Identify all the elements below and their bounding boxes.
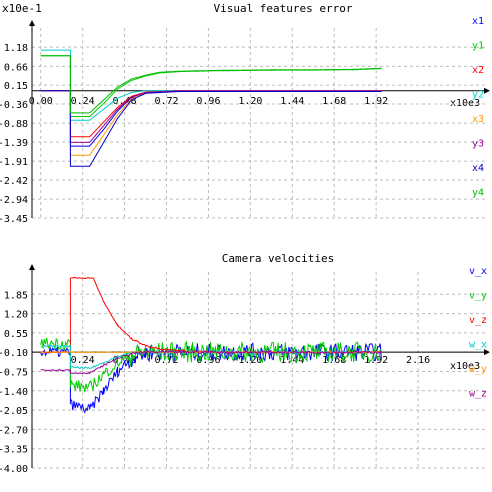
chart-title: Visual features error: [213, 2, 352, 15]
chart-scale-label: x10e-1: [2, 2, 42, 15]
legend-entry-x4: x4: [472, 163, 484, 174]
y-tick-label: -0.88: [0, 119, 28, 130]
series-line-x4: [40, 90, 382, 167]
legend-entry-w_y: w_y: [469, 364, 487, 375]
series-line-y4: [40, 55, 382, 114]
x-tick-label: 1.68: [322, 355, 346, 366]
y-tick-label: -0.10: [0, 348, 28, 359]
legend-entry-v_z: v_z: [469, 315, 487, 326]
y-tick-label: -2.42: [0, 176, 28, 187]
chart-camera-velocities: Camera velocities x10e3 1.85 1.20 0.55 -0.1…: [0, 252, 490, 475]
legend-entry-x2: x2: [472, 65, 484, 76]
y-axis-arrow: [29, 264, 35, 270]
series-line-w_z: [40, 349, 382, 375]
y-tick-label: -2.05: [0, 406, 28, 417]
y-tick-label: 1.18: [4, 43, 28, 54]
legend-entry-x3: x3: [472, 114, 484, 125]
x-tick-label: 0.72: [154, 355, 178, 366]
y-tick-label: -4.00: [0, 464, 28, 475]
x-tick-label: 0.24: [71, 355, 95, 366]
x-tick-label: 2.16: [406, 355, 430, 366]
series-line-y2: [40, 49, 382, 121]
y-tick-label: -0.75: [0, 367, 28, 378]
y-tick-label: -1.39: [0, 138, 28, 149]
x-tick-label: 1.44: [280, 355, 304, 366]
y-axis-arrow: [29, 20, 35, 26]
legend-entry-y1: y1: [472, 41, 484, 52]
y-tick-label: 0.15: [4, 81, 28, 92]
legend-entry-w_x: w_x: [469, 340, 487, 351]
legend-entry-w_z: w_z: [469, 389, 487, 400]
y-tick-label: -3.35: [0, 445, 28, 456]
legend-entry-v_y: v_y: [469, 291, 487, 302]
x-axis-arrow: [484, 87, 490, 94]
x-tick-label: 1.20: [238, 96, 262, 107]
x-tick-label: 0.00: [29, 96, 53, 107]
series-line-v_z: [40, 276, 382, 354]
x-tick-label: 0.72: [154, 96, 178, 107]
x-tick-label: 1.44: [280, 96, 304, 107]
series-line-y3: [40, 90, 382, 143]
y-tick-label: -1.40: [0, 387, 28, 398]
x-tick-label: 1.92: [364, 355, 388, 366]
y-tick-label: 1.20: [4, 310, 28, 321]
legend-entry-y4: y4: [472, 188, 484, 199]
x-axis-arrow: [484, 349, 490, 356]
chart-visual-features-error: x10e-1 Visual features error x10e3 1.180…: [0, 2, 490, 225]
y-tick-label: -1.91: [0, 157, 28, 168]
y-tick-label: -2.70: [0, 425, 28, 436]
chart-title: Camera velocities: [222, 252, 335, 265]
y-tick-label: 0.55: [4, 329, 28, 340]
x-tick-label: 0.24: [71, 96, 95, 107]
y-tick-label: -0.36: [0, 100, 28, 111]
y-tick-label: 0.66: [4, 62, 28, 73]
x-tick-label: 0.96: [196, 96, 220, 107]
y-tick-label: -3.45: [0, 214, 28, 225]
series-line-y1: [40, 55, 382, 117]
legend-entry-v_x: v_x: [469, 266, 487, 277]
y-tick-label: 1.85: [4, 290, 28, 301]
x-tick-label: 1.68: [322, 96, 346, 107]
legend-entry-y2: y2: [472, 90, 484, 101]
x-scale-label: x10e3: [450, 361, 480, 372]
legend-entry-y3: y3: [472, 139, 484, 150]
y-tick-label: -2.94: [0, 195, 28, 206]
x-tick-label: 1.92: [364, 96, 388, 107]
legend-entry-x1: x1: [472, 16, 484, 27]
